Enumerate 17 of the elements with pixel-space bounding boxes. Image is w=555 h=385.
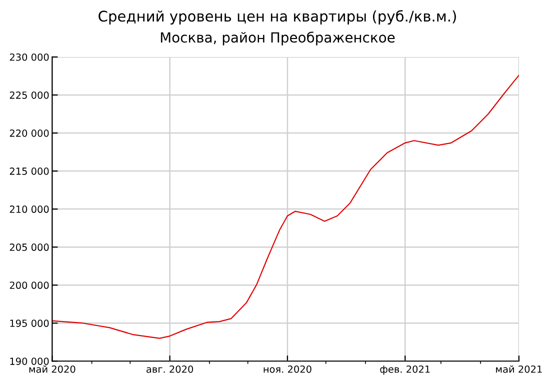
y-tick-label: 200 000	[10, 282, 49, 289]
x-tick-label: ноя. 2020	[264, 365, 312, 373]
x-tick-label: май 2020	[29, 365, 76, 373]
chart-title: Средний уровень цен на квартиры (руб./кв.м.)	[98, 10, 456, 25]
y-tick-label: 195 000	[10, 320, 49, 327]
chart-subtitle: Москва, район Преображенское	[160, 32, 395, 46]
x-tick-label: май 2021	[496, 365, 542, 373]
y-tick-label: 210 000	[10, 206, 49, 213]
y-tick-label: 205 000	[10, 244, 49, 251]
y-tick-label: 225 000	[10, 91, 49, 99]
x-tick-label: авг. 2020	[146, 365, 194, 373]
line-series	[52, 74, 519, 339]
y-tick-label: 215 000	[10, 168, 49, 175]
y-tick-label: 190 000	[10, 358, 49, 365]
y-tick-label: 230 000	[10, 53, 49, 61]
y-tick-label: 220 000	[10, 129, 49, 137]
x-tick-label: фев. 2021	[380, 365, 430, 375]
